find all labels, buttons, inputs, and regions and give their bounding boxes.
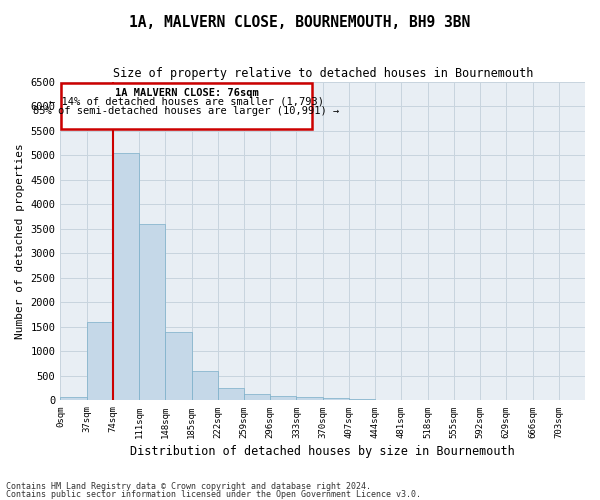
FancyBboxPatch shape: [61, 83, 312, 129]
Bar: [323, 398, 349, 400]
Text: 1A, MALVERN CLOSE, BOURNEMOUTH, BH9 3BN: 1A, MALVERN CLOSE, BOURNEMOUTH, BH9 3BN: [130, 15, 470, 30]
Bar: [218, 388, 244, 400]
Text: ← 14% of detached houses are smaller (1,793): ← 14% of detached houses are smaller (1,…: [49, 97, 324, 107]
Bar: [270, 396, 296, 400]
X-axis label: Distribution of detached houses by size in Bournemouth: Distribution of detached houses by size …: [130, 444, 515, 458]
Bar: [139, 224, 166, 400]
Bar: [86, 322, 113, 400]
Bar: [296, 397, 323, 400]
Text: Contains HM Land Registry data © Crown copyright and database right 2024.: Contains HM Land Registry data © Crown c…: [6, 482, 371, 491]
Y-axis label: Number of detached properties: Number of detached properties: [15, 143, 25, 339]
Text: 1A MALVERN CLOSE: 76sqm: 1A MALVERN CLOSE: 76sqm: [115, 88, 259, 98]
Bar: [61, 396, 86, 400]
Bar: [244, 394, 270, 400]
Text: 85% of semi-detached houses are larger (10,991) →: 85% of semi-detached houses are larger (…: [34, 106, 340, 116]
Title: Size of property relative to detached houses in Bournemouth: Size of property relative to detached ho…: [113, 68, 533, 80]
Bar: [166, 332, 191, 400]
Bar: [191, 371, 218, 400]
Bar: [113, 153, 139, 400]
Text: Contains public sector information licensed under the Open Government Licence v3: Contains public sector information licen…: [6, 490, 421, 499]
